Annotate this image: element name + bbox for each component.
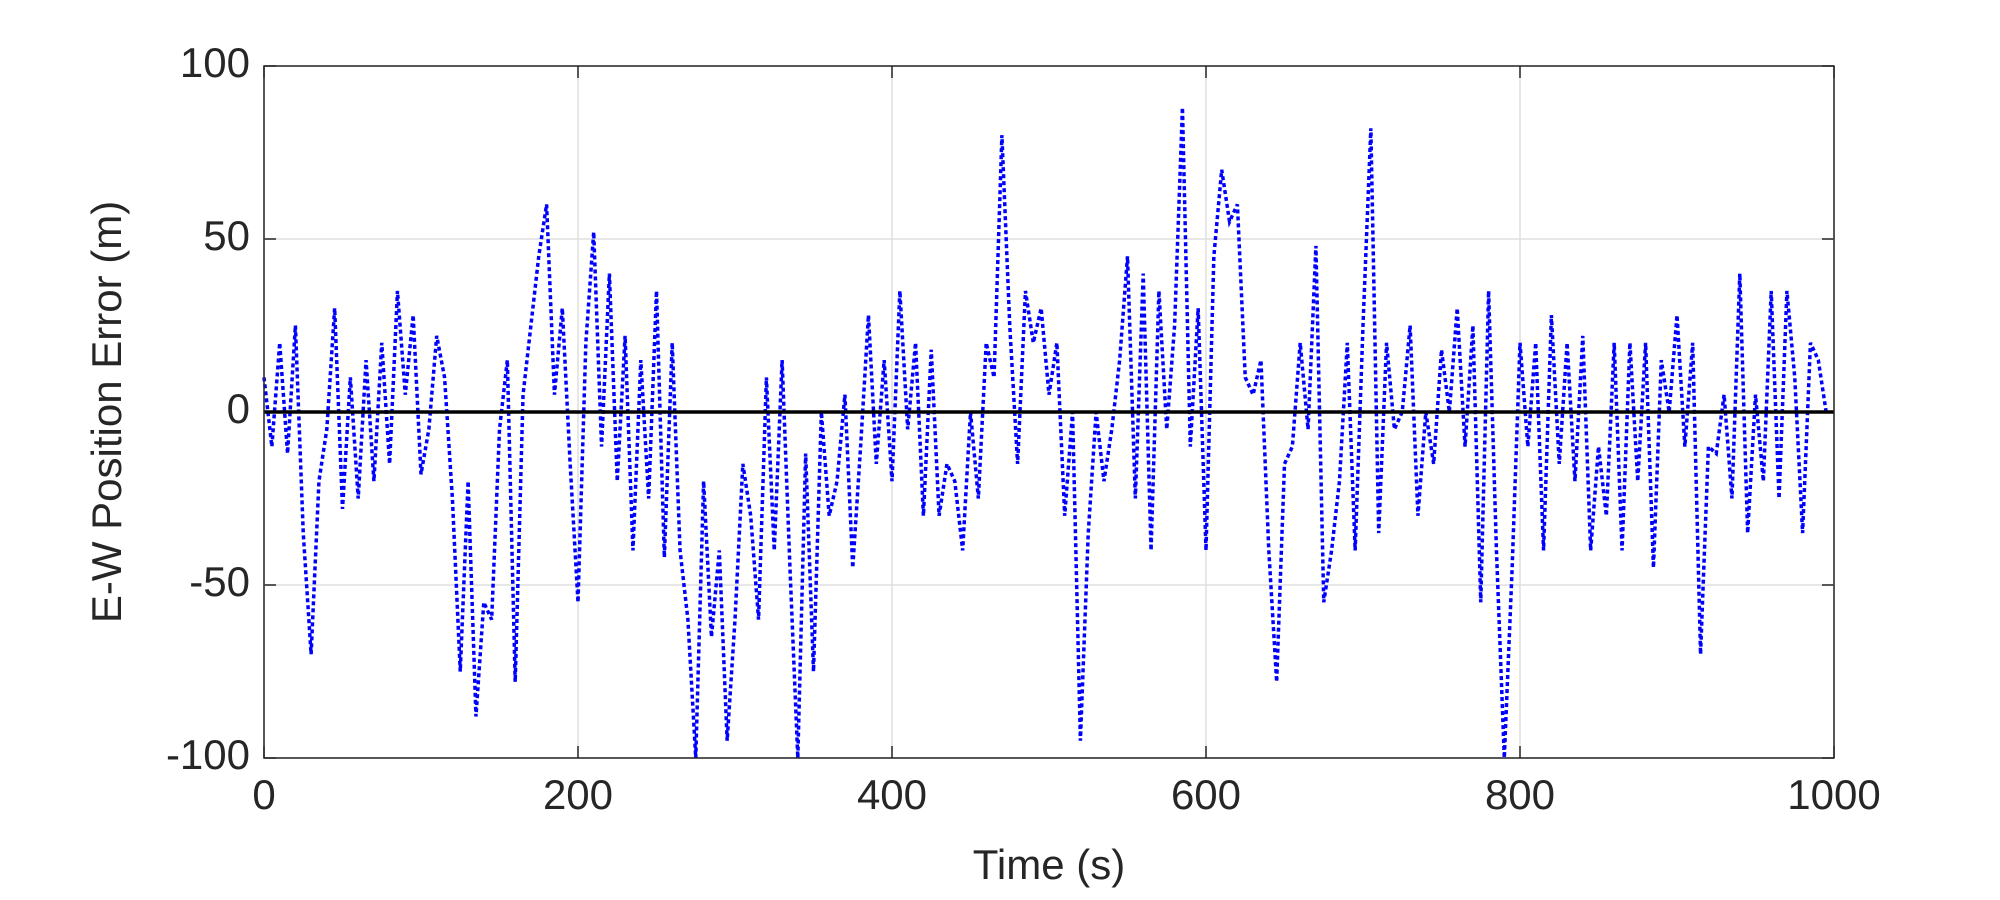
plot-frame <box>263 65 1835 759</box>
x-tick-label: 200 <box>543 771 613 818</box>
x-tick-label: 400 <box>857 771 927 818</box>
x-tick-label: 1000 <box>1787 771 1880 818</box>
y-tick-label: 50 <box>203 212 250 259</box>
y-tick-label: -50 <box>189 558 250 605</box>
x-axis-label: Time (s) <box>973 841 1125 888</box>
x-tick-label: 0 <box>252 771 275 818</box>
y-tick-label: 100 <box>180 39 250 86</box>
x-tick-label: 800 <box>1485 771 1555 818</box>
y-tick-label: -100 <box>166 731 250 778</box>
y-tick-label: 0 <box>227 385 250 432</box>
y-axis-label: E-W Position Error (m) <box>83 201 130 623</box>
data-line <box>262 107 1828 759</box>
x-tick-label: 600 <box>1171 771 1241 818</box>
